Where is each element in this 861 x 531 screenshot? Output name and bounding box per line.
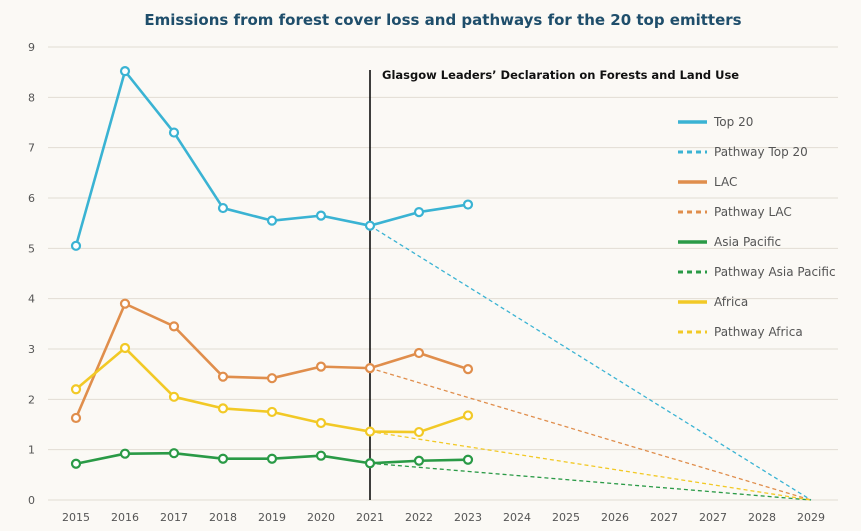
annotation: Glasgow Leaders’ Declaration on Forests … bbox=[369, 68, 739, 500]
data-point-asia-pacific bbox=[217, 453, 229, 464]
data-point-top-20 bbox=[364, 220, 376, 231]
data-point-top-20 bbox=[315, 210, 327, 221]
data-point-lac bbox=[462, 364, 474, 375]
data-point-lac bbox=[315, 361, 327, 372]
y-tick-label: 7 bbox=[28, 142, 35, 155]
legend-label-pathway-asia-pacific: Pathway Asia Pacific bbox=[714, 265, 836, 279]
legend-label-top-20: Top 20 bbox=[713, 115, 753, 129]
data-point-lac bbox=[364, 363, 376, 374]
x-axis-ticks: 2015 2016 2017 2018 2019 2020 2021 2022 2023 2024… bbox=[62, 511, 825, 524]
data-point-asia-pacific bbox=[364, 458, 376, 469]
data-point-top-20 bbox=[217, 202, 229, 214]
x-tick-label: 2029 bbox=[797, 511, 825, 524]
x-tick-label: 2023 bbox=[454, 511, 482, 524]
legend-label-pathway-lac: Pathway LAC bbox=[714, 205, 792, 219]
y-tick-label: 5 bbox=[28, 242, 35, 255]
legend: Top 20 Pathway Top 20 LAC Pathway LAC Asia P… bbox=[678, 115, 836, 339]
data-point-africa bbox=[315, 417, 327, 429]
data-point-lac bbox=[413, 347, 425, 359]
data-point-lac bbox=[217, 371, 229, 382]
data-point-lac bbox=[119, 298, 131, 309]
x-tick-label: 2019 bbox=[258, 511, 286, 524]
data-point-africa bbox=[364, 426, 376, 437]
series-line-pathway-top-20 bbox=[369, 225, 812, 501]
y-axis-ticks: 0 1 2 3 4 5 6 7 8 9 bbox=[28, 41, 35, 507]
y-tick-label: 4 bbox=[28, 293, 35, 306]
data-point-asia-pacific bbox=[266, 453, 278, 464]
y-tick-label: 9 bbox=[28, 41, 35, 54]
x-tick-label: 2021 bbox=[356, 511, 384, 524]
data-point-africa bbox=[168, 391, 180, 402]
series-line-pathway-africa bbox=[369, 430, 812, 501]
data-point-africa bbox=[70, 384, 82, 395]
x-tick-label: 2026 bbox=[601, 511, 629, 524]
data-point-lac bbox=[168, 321, 180, 332]
series-line-africa bbox=[75, 346, 469, 434]
data-point-top-20 bbox=[413, 206, 425, 218]
x-tick-label: 2018 bbox=[209, 511, 237, 524]
data-point-top-20 bbox=[70, 240, 82, 251]
x-tick-label: 2028 bbox=[748, 511, 776, 524]
data-point-lac bbox=[70, 412, 82, 424]
data-point-africa bbox=[119, 342, 131, 354]
x-tick-label: 2022 bbox=[405, 511, 433, 524]
x-tick-label: 2027 bbox=[650, 511, 678, 524]
y-tick-label: 2 bbox=[28, 393, 35, 406]
chart-title: Emissions from forest cover loss and pat… bbox=[144, 11, 741, 29]
data-point-top-20 bbox=[266, 215, 278, 226]
y-tick-label: 3 bbox=[28, 343, 35, 356]
y-tick-label: 0 bbox=[28, 494, 35, 507]
series-lines bbox=[70, 66, 812, 501]
legend-label-lac: LAC bbox=[714, 175, 737, 189]
legend-label-pathway-africa: Pathway Africa bbox=[714, 325, 803, 339]
series-line-lac bbox=[74, 302, 469, 419]
data-point-africa bbox=[266, 406, 278, 418]
series-line-pathway-asia-pacific bbox=[369, 462, 812, 501]
annotation-label: Glasgow Leaders’ Declaration on Forests … bbox=[382, 68, 739, 82]
x-tick-label: 2025 bbox=[552, 511, 580, 524]
data-point-top-20 bbox=[168, 127, 180, 138]
data-point-asia-pacific bbox=[413, 455, 425, 466]
y-tick-label: 6 bbox=[28, 192, 35, 205]
x-tick-label: 2024 bbox=[503, 511, 531, 524]
data-point-africa bbox=[217, 403, 229, 414]
x-tick-label: 2016 bbox=[111, 511, 139, 524]
legend-label-pathway-top-20: Pathway Top 20 bbox=[714, 145, 808, 159]
data-point-asia-pacific bbox=[70, 458, 82, 469]
data-point-asia-pacific bbox=[168, 448, 180, 459]
data-point-asia-pacific bbox=[315, 450, 327, 461]
x-tick-label: 2017 bbox=[160, 511, 188, 524]
legend-label-asia-pacific: Asia Pacific bbox=[714, 235, 781, 249]
series-line-pathway-lac bbox=[369, 367, 812, 501]
y-tick-label: 8 bbox=[28, 91, 35, 104]
data-point-lac bbox=[266, 373, 278, 384]
x-tick-label: 2015 bbox=[62, 511, 90, 524]
y-tick-label: 1 bbox=[28, 444, 35, 457]
data-point-asia-pacific bbox=[462, 454, 474, 465]
data-point-asia-pacific bbox=[119, 448, 131, 459]
data-point-africa bbox=[413, 426, 425, 438]
data-point-top-20 bbox=[462, 199, 474, 210]
data-point-top-20 bbox=[119, 66, 131, 77]
legend-label-africa: Africa bbox=[714, 295, 748, 309]
data-point-africa bbox=[462, 410, 474, 421]
x-tick-label: 2020 bbox=[307, 511, 335, 524]
x-tick-label: 2027 bbox=[699, 511, 727, 524]
